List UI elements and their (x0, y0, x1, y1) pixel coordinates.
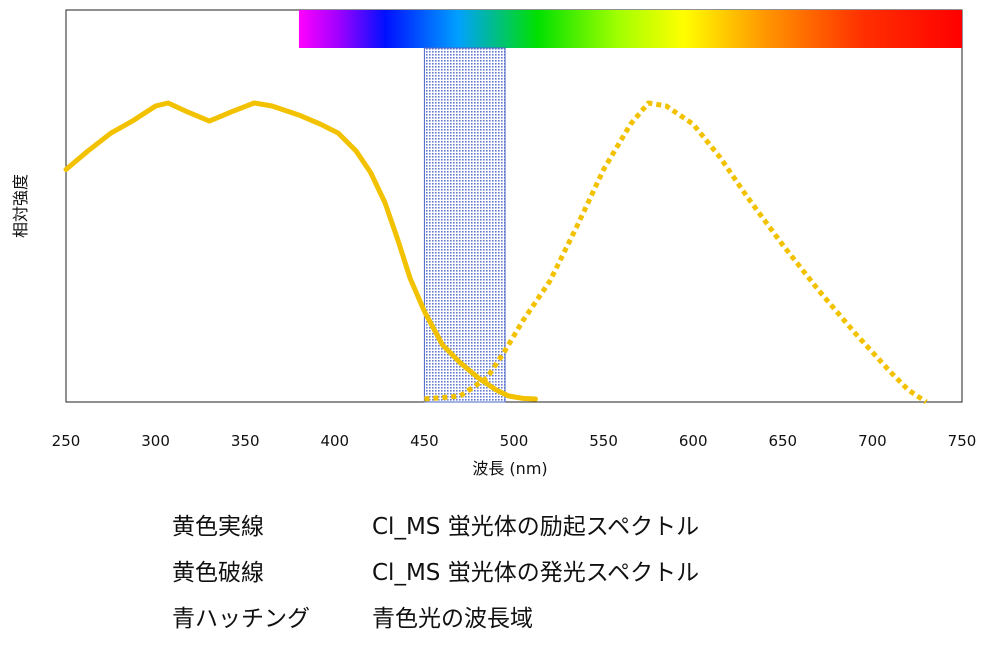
legend-desc-dotted: Cl_MS 蛍光体の発光スペクトル (372, 560, 700, 586)
emission-dotted-line (424, 100, 928, 405)
spectrum-chart: 250 300 350 400 450 500 550 600 650 700 750 相対強度 波… (11, 9, 977, 478)
x-tick-label: 750 (948, 432, 977, 450)
legend: 黄色実線 Cl_MS 蛍光体の励起スペクトル 黄色破線 Cl_MS 蛍光体の発光スペ… (172, 512, 699, 650)
x-tick-label: 450 (410, 432, 439, 450)
legend-desc-solid: Cl_MS 蛍光体の励起スペクトル (372, 514, 700, 540)
x-tick-label: 700 (858, 432, 887, 450)
legend-desc-hatching: 青色光の波長域 (372, 606, 533, 632)
plot-frame (65, 9, 963, 403)
x-tick-label: 300 (141, 432, 170, 450)
visible-spectrum-bar (298, 10, 963, 48)
x-tick-label: 600 (679, 432, 708, 450)
x-axis-title: 波長 (nm) (472, 459, 547, 478)
x-tick-label: 350 (231, 432, 260, 450)
x-tick-label: 250 (52, 432, 81, 450)
legend-key-solid: 黄色実線 (172, 514, 264, 540)
legend-item-dotted: 黄色破線 Cl_MS 蛍光体の発光スペクトル (172, 558, 699, 604)
blue-band-outline (423, 47, 506, 403)
x-tick-label: 500 (500, 432, 529, 450)
x-tick-label: 400 (320, 432, 349, 450)
legend-key-hatching: 青ハッチング (172, 606, 310, 632)
excitation-solid-line (63, 100, 538, 402)
blue-band (424, 48, 506, 402)
legend-item-hatching: 青ハッチング 青色光の波長域 (172, 604, 699, 650)
y-axis-title: 相対強度 (11, 174, 30, 238)
x-tick-label: 650 (768, 432, 797, 450)
x-tick-label: 550 (589, 432, 618, 450)
legend-item-solid: 黄色実線 Cl_MS 蛍光体の励起スペクトル (172, 512, 699, 558)
legend-key-dotted: 黄色破線 (172, 560, 264, 586)
